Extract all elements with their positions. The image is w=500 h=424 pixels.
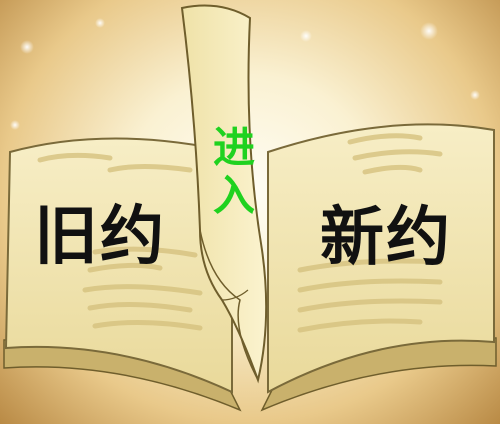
enter-button-char-2: 入 bbox=[212, 171, 255, 220]
enter-button[interactable]: 进 入 bbox=[204, 124, 264, 220]
sparkle-icon bbox=[300, 30, 312, 42]
enter-button-char-1: 进 bbox=[212, 123, 255, 172]
page-text-lines-left bbox=[37, 152, 203, 331]
new-testament-label[interactable]: 新约 bbox=[320, 200, 452, 275]
sparkle-icon bbox=[420, 22, 438, 40]
sparkle-icon bbox=[470, 90, 480, 100]
sparkle-icon bbox=[10, 120, 20, 130]
sparkle-icon bbox=[20, 40, 34, 54]
turning-page bbox=[180, 4, 268, 384]
sparkle-icon bbox=[95, 18, 105, 28]
old-testament-label[interactable]: 旧约 bbox=[34, 199, 166, 274]
page-text-lines-right bbox=[297, 133, 443, 333]
